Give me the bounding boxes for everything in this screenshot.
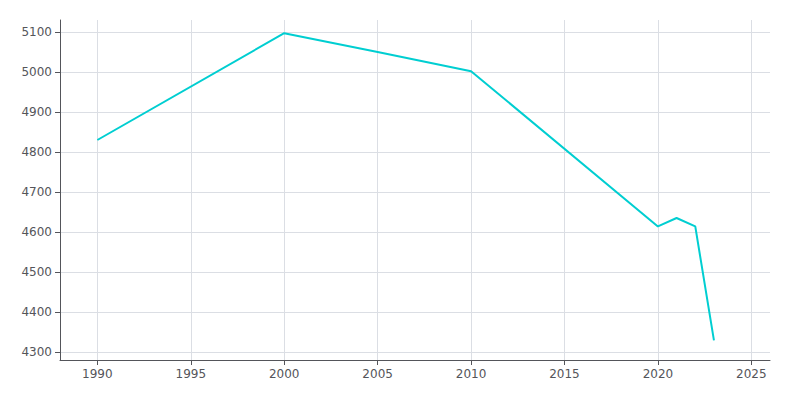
svg-text:4800: 4800	[21, 145, 52, 159]
svg-text:4900: 4900	[21, 105, 52, 119]
svg-text:1995: 1995	[176, 367, 207, 381]
svg-text:2005: 2005	[362, 367, 393, 381]
svg-text:4500: 4500	[21, 265, 52, 279]
svg-text:5100: 5100	[21, 25, 52, 39]
svg-text:2015: 2015	[549, 367, 580, 381]
svg-text:1990: 1990	[82, 367, 113, 381]
svg-text:5000: 5000	[21, 65, 52, 79]
svg-text:2020: 2020	[643, 367, 674, 381]
svg-text:4600: 4600	[21, 225, 52, 239]
svg-text:2010: 2010	[456, 367, 487, 381]
svg-text:4700: 4700	[21, 185, 52, 199]
svg-text:2025: 2025	[736, 367, 767, 381]
svg-text:2000: 2000	[269, 367, 300, 381]
svg-text:4300: 4300	[21, 345, 52, 359]
svg-text:4400: 4400	[21, 305, 52, 319]
